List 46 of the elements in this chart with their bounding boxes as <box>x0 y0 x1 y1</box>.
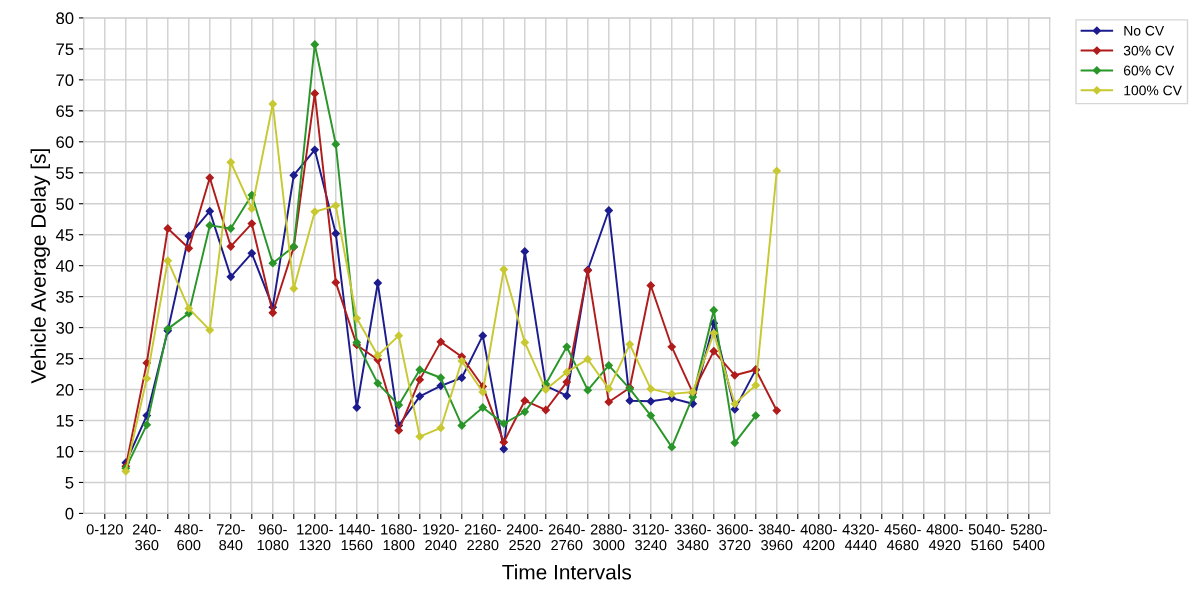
y-tick-label: 75 <box>56 43 74 56</box>
x-tick-label: 0-120 <box>86 524 123 535</box>
legend-label: 100% CV <box>1124 85 1182 96</box>
legend-label: 30% CV <box>1123 45 1175 56</box>
x-tick-label: 3120- 3240 <box>632 524 669 551</box>
x-tick-label: 5280- 5400 <box>1010 524 1047 551</box>
x-tick-label: 4320- 4440 <box>842 524 879 551</box>
y-tick-label: 70 <box>56 74 74 87</box>
x-tick-label: 2400- 2520 <box>506 524 543 551</box>
y-tick-label: 80 <box>56 12 74 25</box>
x-tick-label: 2640- 2760 <box>548 524 585 551</box>
y-tick-label: 65 <box>56 105 74 118</box>
x-tick-label: 4080- 4200 <box>800 524 837 551</box>
y-tick-label: 60 <box>56 136 74 148</box>
y-tick-label: 20 <box>56 383 74 396</box>
x-tick-label: 720- 840 <box>216 524 245 551</box>
x-tick-label: 4560- 4680 <box>884 524 921 551</box>
y-tick-label: 45 <box>55 229 74 241</box>
x-tick-label: 3840- 3960 <box>758 524 795 551</box>
x-tick-label: 4800- 4920 <box>926 524 963 551</box>
y-tick-label: 40 <box>55 260 74 272</box>
x-tick-label: 2880- 3000 <box>590 524 627 551</box>
legend-label: 60% CV <box>1123 65 1175 76</box>
x-tick-label: 5040- 5160 <box>968 524 1005 551</box>
y-tick-label: 15 <box>56 415 74 427</box>
y-tick-label: 50 <box>56 198 74 210</box>
x-tick-label: 1680- 1800 <box>381 524 417 551</box>
y-tick-label: 0 <box>65 507 74 520</box>
x-tick-label: 240- 360 <box>132 524 161 551</box>
x-axis-title: Time Intervals <box>502 564 632 580</box>
x-tick-label: 3360- 3480 <box>674 524 711 551</box>
x-tick-label: 480- 600 <box>174 524 203 551</box>
y-tick-label: 25 <box>56 352 74 365</box>
x-tick-label: 2160- 2280 <box>464 524 501 551</box>
x-tick-label: 960- 1080 <box>257 524 289 551</box>
x-tick-label: 1920- 2040 <box>423 524 459 551</box>
y-tick-label: 5 <box>65 477 74 489</box>
y-tick-label: 55 <box>56 167 74 179</box>
legend-label: No CV <box>1124 25 1165 36</box>
x-tick-label: 3600- 3720 <box>716 524 753 551</box>
y-tick-label: 10 <box>56 445 74 458</box>
y-tick-label: 30 <box>56 322 74 334</box>
x-tick-label: 1200- 1320 <box>297 524 333 551</box>
y-tick-label: 35 <box>56 291 74 303</box>
y-axis-title: Vehicle Average Delay [s] <box>30 149 50 384</box>
x-tick-label: 1440- 1560 <box>339 524 375 551</box>
